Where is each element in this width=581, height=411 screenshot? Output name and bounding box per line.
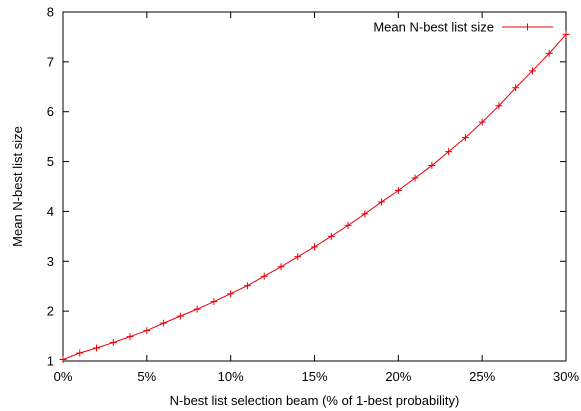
data-point-marker <box>411 174 419 182</box>
data-point-marker <box>277 263 285 271</box>
data-point-marker <box>478 118 486 126</box>
x-tick-label: 5% <box>137 369 156 384</box>
data-point-marker <box>512 84 520 92</box>
data-point-marker <box>193 305 201 313</box>
data-point-marker <box>109 339 117 347</box>
y-tick-label: 3 <box>47 254 54 269</box>
y-axis-label: Mean N-best list size <box>10 126 25 247</box>
series-layer <box>59 30 570 364</box>
data-point-marker <box>93 344 101 352</box>
data-point-marker <box>160 319 168 327</box>
data-point-marker <box>378 198 386 206</box>
x-tick-label: 10% <box>218 369 244 384</box>
data-point-marker <box>495 102 503 110</box>
legend-marker <box>524 23 531 31</box>
data-point-marker <box>528 67 536 75</box>
y-tick-label: 8 <box>47 5 54 20</box>
data-point-marker <box>428 162 436 170</box>
data-point-marker <box>311 243 318 251</box>
y-tick-label: 5 <box>47 154 54 169</box>
x-tick-label: 15% <box>301 369 327 384</box>
legend: Mean N-best list size <box>373 20 553 35</box>
data-point-marker <box>143 327 151 335</box>
series-line <box>62 34 567 360</box>
y-tick-label: 1 <box>47 354 54 369</box>
data-point-marker <box>126 333 134 341</box>
x-axis-label: N-best list selection beam (% of 1-best … <box>170 393 460 408</box>
data-point-marker <box>327 232 335 240</box>
data-point-marker <box>210 298 218 306</box>
x-axis: 0% 5% 10% 15% 20% 25% 30% <box>54 12 579 384</box>
data-point-marker <box>243 282 251 290</box>
data-point-marker <box>562 30 570 38</box>
plot-frame <box>62 11 567 362</box>
data-point-marker <box>260 272 268 280</box>
x-tick-label: 25% <box>469 369 495 384</box>
data-point-marker <box>344 221 352 229</box>
y-axis: 1 2 3 4 5 6 7 8 <box>47 5 566 369</box>
data-point-marker <box>227 290 235 298</box>
x-tick-label: 30% <box>553 369 579 384</box>
data-point-marker <box>294 253 302 261</box>
data-point-marker <box>361 210 369 218</box>
data-point-marker <box>445 148 453 156</box>
y-tick-label: 7 <box>47 54 54 69</box>
y-tick-label: 6 <box>47 104 54 119</box>
x-tick-label: 0% <box>54 369 73 384</box>
y-tick-label: 4 <box>47 204 54 219</box>
data-point-marker <box>176 312 184 320</box>
data-point-marker <box>461 134 469 142</box>
data-point-marker <box>59 356 67 364</box>
y-tick-label: 2 <box>47 304 54 319</box>
legend-label: Mean N-best list size <box>373 20 494 35</box>
data-point-marker <box>76 349 84 357</box>
data-point-marker <box>394 186 402 194</box>
x-tick-label: 20% <box>385 369 411 384</box>
data-point-marker <box>545 49 553 57</box>
